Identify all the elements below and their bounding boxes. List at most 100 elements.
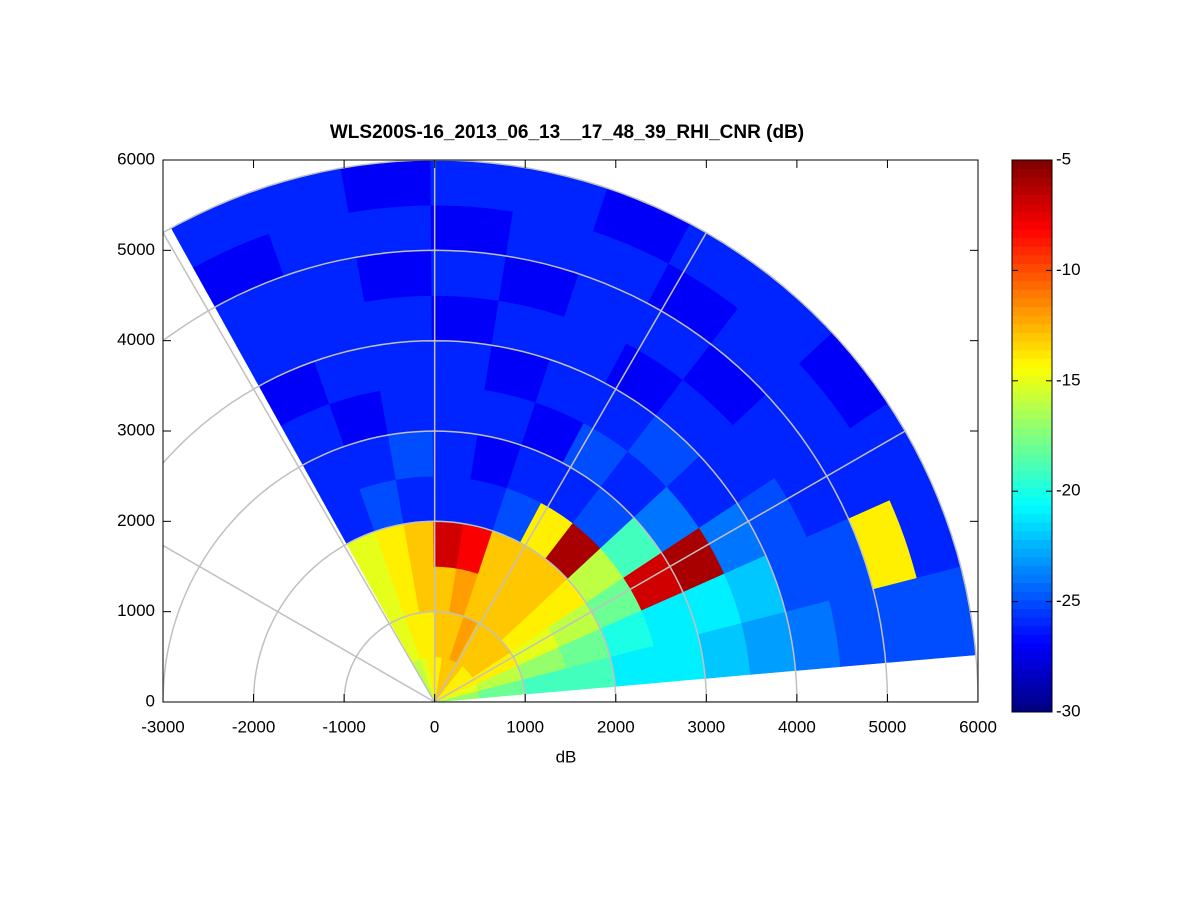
colorbar-step: [1012, 582, 1052, 592]
heatmap: [170, 159, 977, 703]
x-tick-label: -1000: [322, 717, 365, 736]
colorbar: -30 -25 -20 -15 -10 -5: [1011, 149, 1081, 720]
colorbar-tick-label: -25: [1056, 591, 1081, 610]
colorbar-step: [1012, 608, 1052, 618]
y-tick-label: 5000: [117, 240, 155, 259]
colorbar-step: [1012, 237, 1052, 247]
heatmap-cell: [355, 250, 432, 303]
x-tick-label: -3000: [141, 717, 184, 736]
colorbar-tick-label: -20: [1056, 481, 1081, 500]
colorbar-step: [1012, 384, 1052, 394]
colorbar-step: [1012, 686, 1052, 696]
colorbar-step: [1012, 211, 1052, 221]
x-tick-label: 5000: [869, 717, 907, 736]
colorbar-step: [1012, 617, 1052, 627]
colorbar-step: [1012, 194, 1052, 204]
colorbar-step: [1012, 487, 1052, 497]
colorbar-step: [1012, 427, 1052, 437]
colorbar-step: [1012, 574, 1052, 584]
colorbar-step: [1012, 599, 1052, 609]
colorbar-step: [1012, 289, 1052, 299]
y-tick-label: 1000: [117, 601, 155, 620]
colorbar-step: [1012, 349, 1052, 359]
colorbar-step: [1012, 634, 1052, 644]
colorbar-step: [1012, 160, 1052, 170]
spoke: [163, 544, 436, 702]
ticks: -3000 -2000 -1000 0 1000 2000 3000 4000 5000 6000…: [117, 149, 997, 736]
spoke: [434, 430, 906, 702]
x-tick-label: 1000: [506, 717, 544, 736]
y-tick-label: 6000: [117, 149, 155, 168]
colorbar-step: [1012, 703, 1052, 713]
x-tick-label: 4000: [778, 717, 816, 736]
heatmap-cell: [363, 295, 432, 347]
heatmap-cell: [431, 430, 478, 480]
x-tick-label: -2000: [232, 717, 275, 736]
heatmap-cell: [429, 204, 513, 257]
colorbar-step: [1012, 453, 1052, 463]
colorbar-step: [1012, 375, 1052, 385]
chart-title: WLS200S-16_2013_06_13__17_48_39_RHI_CNR …: [330, 122, 804, 143]
colorbar-step: [1012, 513, 1052, 523]
heatmap-cell: [339, 159, 431, 214]
heatmap-cell: [371, 340, 433, 391]
colorbar-step: [1012, 505, 1052, 515]
x-tick-label: 2000: [597, 717, 635, 736]
spoke: [163, 232, 436, 702]
colorbar-step: [1012, 358, 1052, 368]
x-tick-label: 6000: [959, 717, 997, 736]
colorbar-step: [1012, 418, 1052, 428]
colorbar-step: [1012, 539, 1052, 549]
colorbar-step: [1012, 625, 1052, 635]
polar-grid: [163, 160, 978, 702]
colorbar-box: [1011, 159, 1053, 713]
heatmap-cell: [430, 295, 499, 346]
colorbar-step: [1012, 677, 1052, 687]
colorbar-step: [1012, 548, 1052, 558]
colorbar-step: [1012, 470, 1052, 480]
colorbar-step: [1012, 694, 1052, 704]
colorbar-step: [1012, 436, 1052, 446]
colorbar-tick-label: -10: [1056, 260, 1081, 279]
colorbar-step: [1012, 306, 1052, 316]
colorbar-step: [1012, 479, 1052, 489]
heatmap-cell: [347, 204, 432, 258]
colorbar-step: [1012, 651, 1052, 661]
colorbar-step: [1012, 444, 1052, 454]
heatmap-cell: [431, 385, 485, 435]
y-tick-label: 0: [146, 691, 155, 710]
heatmap-cell: [430, 250, 506, 301]
y-tick-label: 3000: [117, 420, 155, 439]
colorbar-step: [1012, 367, 1052, 377]
colorbar-step: [1012, 220, 1052, 230]
heatmap-cell: [429, 159, 521, 212]
colorbar-step: [1012, 246, 1052, 256]
colorbar-step: [1012, 229, 1052, 239]
colorbar-step: [1012, 298, 1052, 308]
spoke: [434, 232, 707, 702]
x-tick-label: 0: [430, 717, 439, 736]
colorbar-step: [1012, 185, 1052, 195]
colorbar-step: [1012, 280, 1052, 290]
colorbar-step: [1012, 461, 1052, 471]
heatmap-cell: [379, 385, 433, 436]
colorbar-step: [1012, 392, 1052, 402]
colorbar-step: [1012, 591, 1052, 601]
colorbar-step: [1012, 530, 1052, 540]
colorbar-step: [1012, 332, 1052, 342]
colorbar-step: [1012, 565, 1052, 575]
colorbar-step: [1012, 315, 1052, 325]
y-tick-label: 4000: [117, 330, 155, 349]
colorbar-step: [1012, 323, 1052, 333]
colorbar-step: [1012, 401, 1052, 411]
colorbar-tick-label: -15: [1056, 370, 1081, 389]
y-tick-label: 2000: [117, 511, 155, 530]
colorbar-step: [1012, 556, 1052, 566]
x-tick-label: 3000: [687, 717, 725, 736]
colorbar-step: [1012, 272, 1052, 282]
x-axis-label: dB: [556, 747, 577, 766]
colorbar-step: [1012, 341, 1052, 351]
colorbar-step: [1012, 668, 1052, 678]
colorbar-step: [1012, 254, 1052, 264]
